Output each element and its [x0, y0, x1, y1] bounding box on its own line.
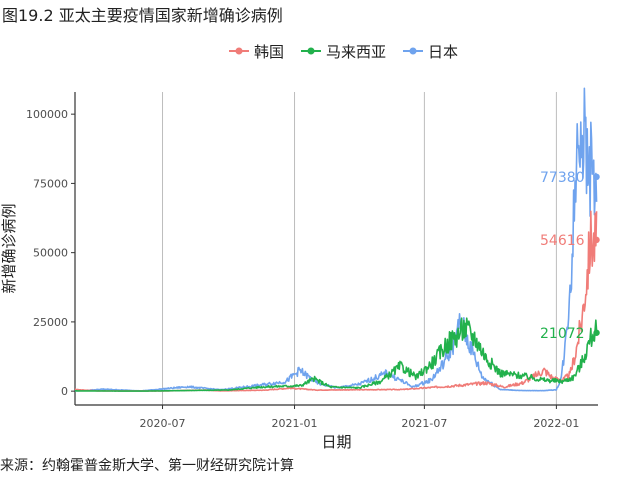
end-value-label: 21072 [540, 326, 585, 342]
y-axis-title: 新增确诊病例 [0, 203, 18, 293]
legend-key-icon [403, 47, 424, 55]
y-tick-label: 0 [61, 385, 68, 398]
series-end-point [593, 329, 600, 336]
end-value-label: 77380 [540, 170, 585, 186]
legend-key-icon [229, 47, 249, 55]
y-tick-label: 50000 [33, 247, 68, 260]
y-tick-label: 100000 [26, 108, 68, 121]
x-tick-label: 2021-01 [272, 417, 318, 430]
legend-item: 韩国 [228, 41, 284, 62]
x-tick-label: 2020-07 [140, 417, 186, 430]
series-end-point [593, 236, 600, 244]
series-end-point [593, 173, 600, 181]
end-value-label: 54616 [540, 233, 585, 249]
legend-item: 马来西亚 [300, 41, 386, 62]
chart-legend: 韩国 马来西亚 日本 [228, 40, 474, 62]
figure-title: 图19.2 亚太主要疫情国家新增确诊病例 [2, 6, 283, 25]
x-axis-title: 日期 [321, 433, 351, 451]
series-line [74, 210, 598, 392]
source-note: 来源：约翰霍普金斯大学、第一财经研究院计算 [0, 458, 294, 474]
series-line [74, 87, 598, 392]
legend-label: 韩国 [254, 42, 285, 61]
y-tick-label: 75000 [33, 177, 68, 190]
legend-label: 日本 [428, 42, 459, 61]
series-line [74, 317, 598, 392]
x-tick-label: 2022-01 [533, 417, 579, 430]
legend-item: 日本 [402, 41, 458, 62]
x-tick-label: 2021-07 [401, 417, 447, 430]
legend-label: 马来西亚 [326, 42, 387, 61]
y-tick-label: 25000 [33, 316, 68, 329]
legend-key-icon [301, 47, 322, 55]
